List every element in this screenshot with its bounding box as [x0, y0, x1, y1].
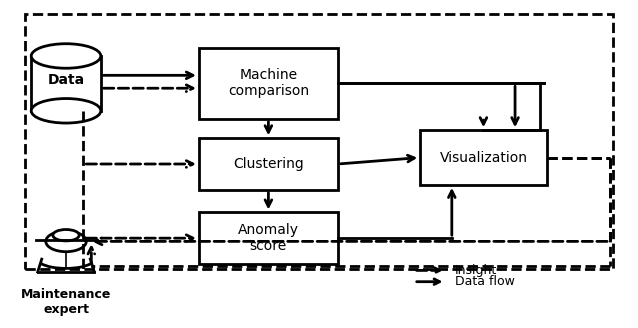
Bar — [199, 48, 338, 119]
Circle shape — [46, 231, 86, 252]
Text: Visualization: Visualization — [440, 151, 528, 165]
Text: Maintenance
expert: Maintenance expert — [21, 288, 111, 316]
Ellipse shape — [31, 44, 101, 68]
Bar — [199, 138, 338, 190]
Ellipse shape — [31, 98, 101, 123]
Bar — [25, 14, 613, 269]
Text: Insight: Insight — [455, 264, 497, 277]
Text: Anomaly
score: Anomaly score — [238, 223, 299, 253]
Text: Data: Data — [47, 73, 85, 87]
Bar — [199, 212, 338, 264]
Text: Machine
comparison: Machine comparison — [228, 68, 309, 98]
Ellipse shape — [53, 230, 79, 241]
Bar — [420, 130, 547, 185]
Bar — [31, 56, 101, 111]
Ellipse shape — [31, 44, 101, 68]
Text: Data flow: Data flow — [455, 275, 515, 288]
Text: Clustering: Clustering — [233, 157, 304, 171]
